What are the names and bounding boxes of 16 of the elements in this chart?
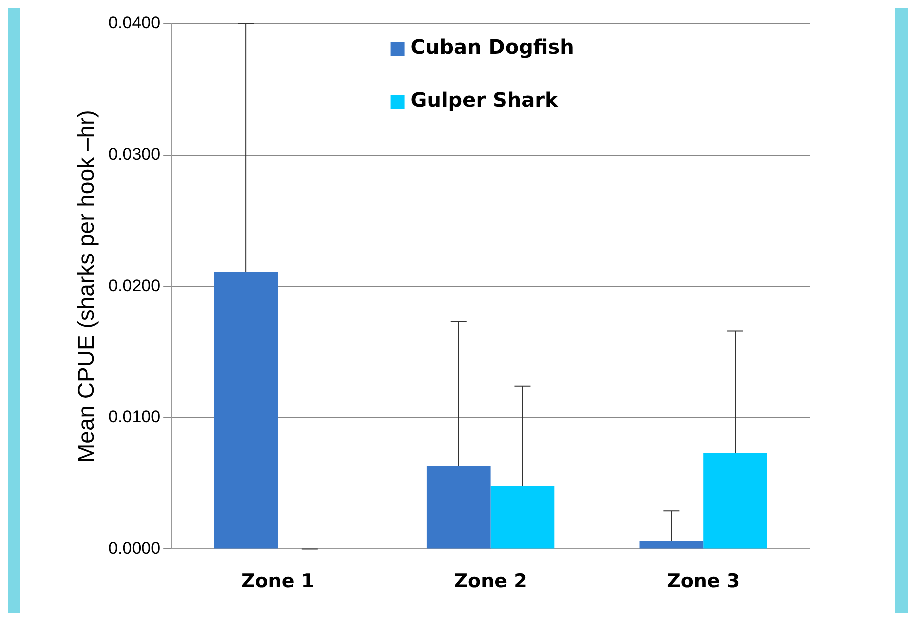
- y-tick-label: 0.0200: [108, 276, 161, 296]
- x-tick-label: Zone 1: [241, 570, 315, 593]
- bar: [490, 486, 555, 549]
- x-tick-label: Zone 2: [454, 570, 528, 593]
- y-tick-label: 0.0100: [108, 408, 161, 427]
- y-tick-label: 0.0000: [108, 538, 161, 558]
- legend-label: Gulper Shark: [410, 88, 560, 112]
- bar: [214, 272, 278, 549]
- bar: [426, 466, 491, 549]
- bar: [640, 541, 704, 549]
- legend-label: Cuban Dogfish: [410, 35, 574, 60]
- x-tick-label: Zone 3: [667, 570, 740, 593]
- y-tick-label: 0.0300: [108, 144, 161, 164]
- y-axis-title: Mean CPUE (sharks per hook –hr): [73, 110, 100, 464]
- bar: [704, 453, 768, 549]
- y-tick-label: 0.0400: [108, 14, 161, 33]
